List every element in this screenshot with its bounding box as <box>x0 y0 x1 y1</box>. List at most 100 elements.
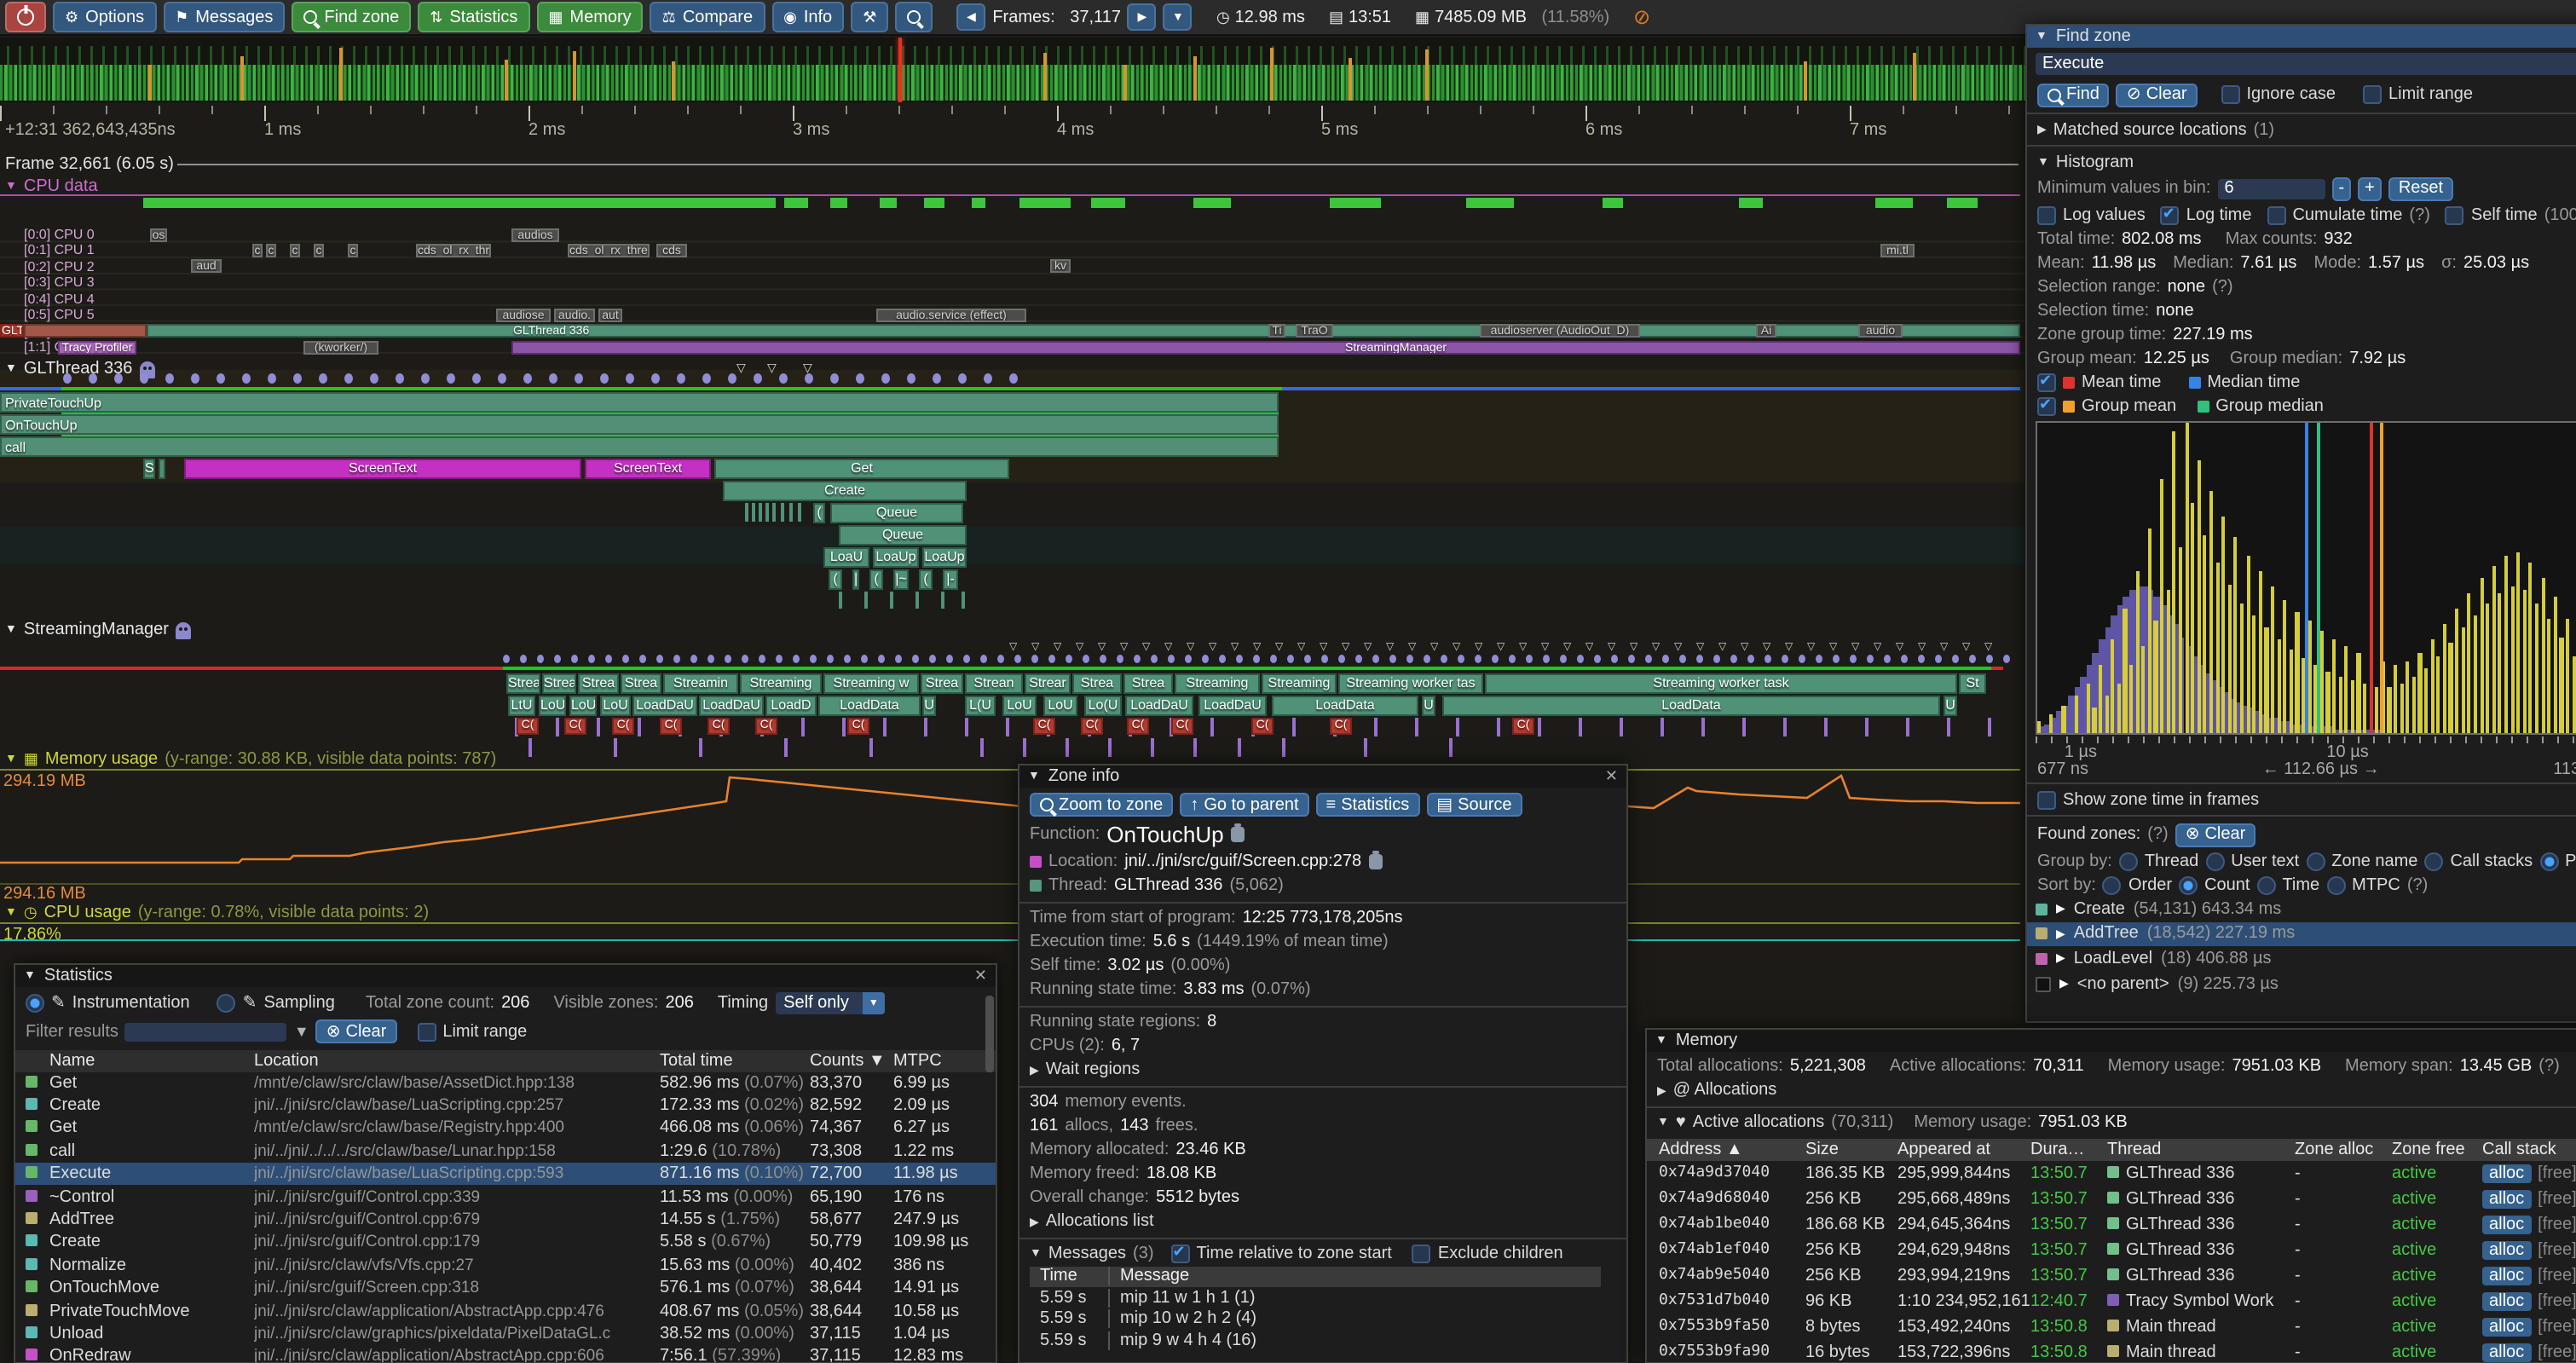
memory-allocation-row[interactable]: 0x74ab1be040 186.68 KB 294,645,364ns 13:50.… <box>1659 1215 2576 1233</box>
instrumentation-radio[interactable] <box>26 994 44 1013</box>
statistics-scrollbar[interactable] <box>985 989 994 1359</box>
cpu-zone[interactable]: os <box>150 228 167 241</box>
alloc-callstack-button[interactable]: alloc <box>2482 1317 2532 1336</box>
matched-locations-expander[interactable]: ▶ Matched source locations (1) <box>2037 120 2275 139</box>
cpu-usage-section-header[interactable]: ▼ ◷ CPU usage (y-range: 0.78%, visible da… <box>5 904 430 922</box>
timeline-zone[interactable]: C( <box>1171 718 1193 735</box>
cpu-zone[interactable]: c <box>252 243 263 257</box>
timeline-zone[interactable]: LoU <box>539 696 566 716</box>
toolbar-button-options[interactable]: ⚙ Options <box>53 2 157 32</box>
timeline-zone[interactable]: C( <box>1033 718 1055 735</box>
cpu-track-row[interactable]: [1:0] CPU 6GLTGLThread 336TiTraOaudioser… <box>0 323 2576 338</box>
found-zone-group[interactable]: ▶ AddTree (18,542) 227.19 ms <box>2027 921 2576 947</box>
cpu-track-row[interactable]: [0:3] CPU 3 <box>0 275 2576 291</box>
statistics-row[interactable]: Unload jni/../jni/src/claw/graphics/pixel… <box>15 1323 996 1346</box>
group-by-radio-zone-name[interactable] <box>2306 852 2325 870</box>
statistics-row[interactable]: OnTouchMove jni/../jni/src/guif/Screen.cp… <box>15 1277 996 1300</box>
toolbar-button-find-zone[interactable]: Find zone <box>292 2 412 32</box>
alloc-callstack-button[interactable]: alloc <box>2482 1266 2532 1285</box>
timeline-zone[interactable]: LoU <box>1043 696 1077 716</box>
timeline-zone[interactable]: St <box>1959 673 1986 694</box>
timeline-zone[interactable] <box>159 459 165 479</box>
timeline-zone[interactable]: S <box>143 459 155 479</box>
toolbar-button-memory[interactable]: ▦ Memory <box>536 2 644 32</box>
timeline-zone[interactable]: |- <box>943 569 958 590</box>
cpu-zone[interactable]: audio. <box>554 308 595 322</box>
reset-button[interactable]: Reset <box>2388 176 2454 200</box>
statistics-row[interactable]: Create jni/../jni/src/guif/Control.cpp:17… <box>15 1231 996 1254</box>
memory-usage-plot[interactable] <box>0 771 2020 883</box>
timeline-zone[interactable]: C( <box>660 718 682 735</box>
memory-allocation-row[interactable]: 0x74ab1ef040 256 KB 294,629,948ns 13:50.7 GL… <box>1659 1240 2576 1259</box>
timeline-zone[interactable]: LoU <box>569 696 597 716</box>
cpu-zone[interactable]: kv <box>1050 259 1071 274</box>
sort-by-radio-count[interactable] <box>2179 875 2198 894</box>
alloc-callstack-button[interactable]: alloc <box>2482 1215 2532 1233</box>
timeline-zone[interactable]: C( <box>847 718 869 735</box>
timeline-zone[interactable]: LtU <box>508 696 535 716</box>
cpu-zone[interactable]: audio <box>1858 324 1903 338</box>
column-header-location[interactable]: Location <box>254 1051 319 1070</box>
memory-allocation-row[interactable]: 0x7531d7b040 96 KB 1:10 234,952,161 12:40.7… <box>1659 1291 2576 1310</box>
column-header-call-stack[interactable]: Call stack <box>2482 1140 2556 1158</box>
close-icon[interactable]: ✕ <box>973 967 987 984</box>
group-by-radio-thread[interactable] <box>2118 852 2138 870</box>
zoom-to-zone-button[interactable]: Zoom to zone <box>1030 793 1174 817</box>
message-row[interactable]: 5.59 s mip 9 w 4 h 4 (16) <box>1030 1330 1601 1351</box>
cpu-zone[interactable]: audios <box>511 228 559 241</box>
cpu-zone[interactable] <box>24 324 147 338</box>
message-row[interactable]: 5.59 s mip 11 w 1 h 1 (1) <box>1030 1287 1601 1308</box>
timeline-zone[interactable]: PrivateTouchUp <box>0 392 1279 413</box>
statistics-row[interactable]: Get/mnt/e/claw/src/claw/base/Registry.hp… <box>15 1118 996 1141</box>
toolbar-button-zoom-search[interactable] <box>895 2 933 32</box>
self-time-checkbox[interactable] <box>2445 205 2464 224</box>
statistics-row[interactable]: Get/mnt/e/claw/src/claw/base/AssetDict.h… <box>15 1071 996 1094</box>
limit-range-checkbox[interactable] <box>2363 85 2383 104</box>
cpu-zone[interactable]: (kworker/) <box>303 340 378 355</box>
timeline-zone[interactable]: Strean <box>965 673 1023 694</box>
timeline-zone[interactable]: LoadDaU <box>1125 696 1193 716</box>
statistics-window-titlebar[interactable]: ▼ Statistics ✕ <box>15 965 996 987</box>
timeline-zone[interactable]: LoadData <box>818 696 921 716</box>
streamingmanager-section-header[interactable]: ▼ StreamingManager <box>5 621 191 639</box>
cpu-zone[interactable]: Ti <box>1268 324 1285 338</box>
toolbar-button-compare[interactable]: ⚖ Compare <box>650 2 765 32</box>
sort-by-radio-time[interactable] <box>2256 875 2276 894</box>
timeline-zone[interactable]: Get <box>714 459 1009 479</box>
column-header-thread[interactable]: Thread <box>2107 1140 2162 1158</box>
message-row[interactable]: 5.59 s mip 10 w 2 h 2 (4) <box>1030 1308 1601 1330</box>
timeline-zone[interactable]: C( <box>755 718 777 735</box>
clipboard-icon[interactable] <box>1368 851 1383 869</box>
cpu-data-section-header[interactable]: ▼ CPU data <box>5 177 98 196</box>
find-zone-histogram[interactable] <box>2036 421 2576 735</box>
funnel-icon[interactable]: ▼ <box>293 1023 309 1040</box>
cpu-zone[interactable]: mi.tl <box>1880 243 1915 257</box>
toolbar-button-statistics[interactable]: ⇅ Statistics <box>418 2 530 32</box>
cpu-zone[interactable]: GLThread 336 <box>147 324 2020 338</box>
column-header-mtpc[interactable]: MTPC <box>893 1051 942 1070</box>
toolbar-button-messages[interactable]: ⚑ Messages <box>163 2 286 32</box>
alloc-callstack-button[interactable]: alloc <box>2482 1343 2532 1361</box>
column-header-name[interactable]: Name <box>49 1051 95 1070</box>
timeline-zone[interactable]: Strea <box>1123 673 1173 694</box>
statistics-row[interactable]: PrivateTouchMove jni/../jni/src/claw/appl… <box>15 1300 996 1323</box>
cpu-zone[interactable]: aud <box>191 259 222 274</box>
memory-table-header[interactable]: Address ▲ Size Appeared at Dura… Thread Zone … <box>1647 1138 2576 1160</box>
timeline-zone[interactable]: C( <box>1512 718 1534 735</box>
find-button[interactable]: Find <box>2037 83 2110 107</box>
log-values-checkbox[interactable] <box>2037 205 2056 224</box>
allocations-list-expander[interactable]: ▶ Allocations list <box>1030 1212 1154 1231</box>
find-zone-titlebar[interactable]: ▼ Find zone ✕ <box>2027 26 2576 48</box>
memory-allocation-row[interactable]: 0x7553b9fa90 16 bytes 153,722,396ns 13:50.8… <box>1659 1343 2576 1361</box>
cpu-zone[interactable]: GLT <box>0 324 24 338</box>
column-header-zone-free[interactable]: Zone free <box>2392 1140 2465 1158</box>
timeline-zone[interactable]: Strea <box>621 673 661 694</box>
timeline-zone[interactable]: C( <box>1081 718 1103 735</box>
timing-select[interactable]: Self only ▼ <box>775 992 885 1014</box>
timeline-zone[interactable]: C( <box>708 718 730 735</box>
cpu-zone[interactable]: c <box>266 243 276 257</box>
timeline-zone[interactable]: LoaUp <box>873 547 919 568</box>
memory-usage-section-header[interactable]: ▼ ▦ Memory usage (y-range: 30.88 KB, visi… <box>5 750 497 769</box>
cpu-zone[interactable]: aut <box>598 308 622 322</box>
